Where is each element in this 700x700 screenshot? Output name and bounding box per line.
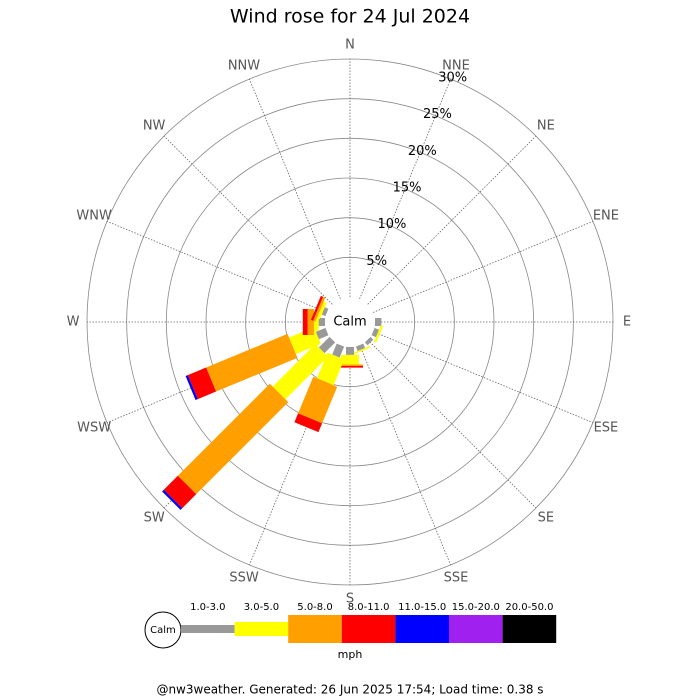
spoke	[372, 220, 594, 313]
legend-label: 11.0-15.0	[398, 602, 446, 613]
rose-bar	[162, 489, 183, 510]
direction-label: NNE	[442, 59, 470, 74]
direction-label: NE	[537, 119, 555, 134]
legend-swatch	[395, 615, 449, 643]
rose-bar	[163, 475, 197, 509]
legend-swatch	[288, 615, 342, 643]
rose-bar	[294, 413, 323, 433]
direction-label: NNW	[228, 59, 260, 74]
direction-label: N	[345, 38, 355, 53]
calm-circle	[328, 300, 372, 344]
legend-swatch	[449, 615, 503, 643]
legend-swatch	[181, 625, 235, 633]
legend-label: 5.0-8.0	[297, 602, 332, 613]
legend-swatch	[502, 615, 557, 643]
rose-bar	[298, 376, 338, 424]
legend-calm-label: Calm	[150, 625, 176, 636]
rose-bar	[177, 383, 289, 495]
spoke	[367, 339, 537, 509]
rose-bar	[318, 336, 336, 354]
grid-ring	[165, 137, 535, 507]
direction-label: S	[346, 592, 354, 607]
chart-title: Wind rose for 24 Jul 2024	[230, 6, 470, 28]
legend-swatch	[234, 622, 289, 636]
r-tick-label: 10%	[377, 217, 406, 232]
direction-label: SSW	[229, 570, 259, 585]
rose-bar	[313, 296, 326, 322]
spoke	[106, 220, 328, 313]
rose-bar	[353, 346, 371, 355]
legend-label: 20.0-50.0	[505, 602, 553, 613]
rose-bar	[337, 364, 363, 367]
rose-bar	[310, 295, 324, 321]
spoke	[359, 78, 452, 300]
r-tick-label: 30%	[438, 71, 467, 86]
spoke	[163, 135, 333, 305]
grid-ring	[205, 177, 495, 467]
direction-label: ESE	[594, 421, 619, 436]
spoke	[367, 135, 537, 305]
rose-bar	[318, 318, 325, 326]
r-tick-label: 15%	[393, 180, 422, 195]
direction-label: SW	[144, 510, 165, 525]
calm-label: Calm	[333, 315, 366, 330]
rose-bar	[341, 354, 359, 365]
legend-label: 3.0-5.0	[244, 602, 279, 613]
rose-bar	[364, 336, 374, 346]
legend-label: 15.0-20.0	[452, 602, 500, 613]
legend-label: 8.0-11.0	[348, 602, 390, 613]
direction-label: WNW	[76, 208, 112, 223]
direction-label: W	[67, 315, 80, 330]
footer: @nw3weather. Generated: 26 Jun 2025 17:5…	[156, 683, 543, 697]
rose-bar	[375, 318, 382, 326]
direction-label: E	[623, 315, 631, 330]
rose-bar	[185, 375, 198, 401]
rose-bar	[321, 307, 329, 317]
rose-bar	[316, 352, 345, 386]
rose-bar	[346, 347, 354, 355]
spoke	[359, 344, 452, 566]
direction-label: ENE	[593, 208, 619, 223]
spoke	[372, 331, 594, 424]
r-tick-label: 5%	[366, 254, 387, 269]
rose-bar	[337, 366, 363, 368]
rose-bar	[332, 343, 345, 358]
rose-bar	[307, 309, 314, 335]
direction-label: SE	[538, 510, 554, 525]
rose-bar	[302, 309, 308, 335]
rose-bar	[272, 343, 329, 400]
rose-bar	[316, 301, 327, 320]
legend-label: 1.0-3.0	[190, 602, 225, 613]
direction-label: SSE	[444, 570, 469, 585]
unit-label: mph	[338, 648, 363, 661]
rose-bar	[371, 327, 380, 338]
legend-swatch	[341, 615, 396, 643]
rose-bar	[315, 327, 329, 340]
rose-bar	[374, 325, 384, 343]
r-tick-label: 25%	[423, 107, 452, 122]
direction-label: WSW	[77, 421, 111, 436]
rose-bar	[187, 367, 217, 400]
rose-bar	[206, 333, 298, 392]
direction-label: NW	[143, 119, 166, 134]
rose-bar	[355, 343, 366, 352]
spoke	[248, 78, 341, 300]
r-tick-label: 20%	[408, 144, 437, 159]
